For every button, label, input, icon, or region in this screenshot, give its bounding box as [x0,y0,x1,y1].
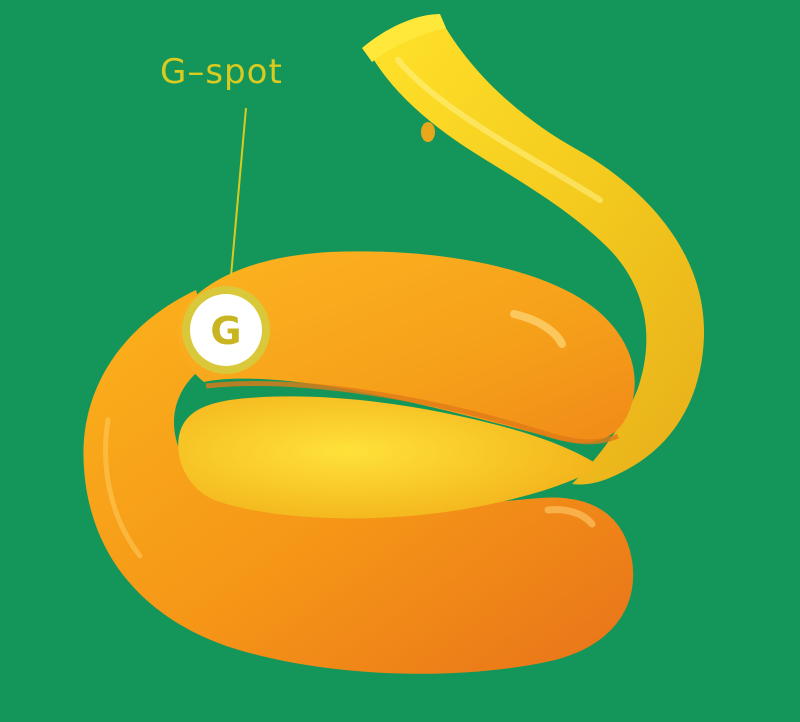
g-marker-letter: G [210,309,242,353]
outer-loop-rim-highlight [103,417,143,559]
handle-highlight [395,57,603,203]
handle-notch [421,122,435,142]
handle-stem [366,18,705,485]
outer-loop [83,290,634,674]
callout-leader-line [230,107,247,277]
inner-bulb [178,396,600,519]
g-spot-callout-label: G–spot [160,52,283,92]
top-loop-highlight [510,310,566,348]
top-loop [177,251,635,443]
handle-rim [362,14,446,62]
g-marker-disc [190,294,262,366]
outer-loop-highlight [544,506,596,528]
inner-seam [205,381,620,445]
